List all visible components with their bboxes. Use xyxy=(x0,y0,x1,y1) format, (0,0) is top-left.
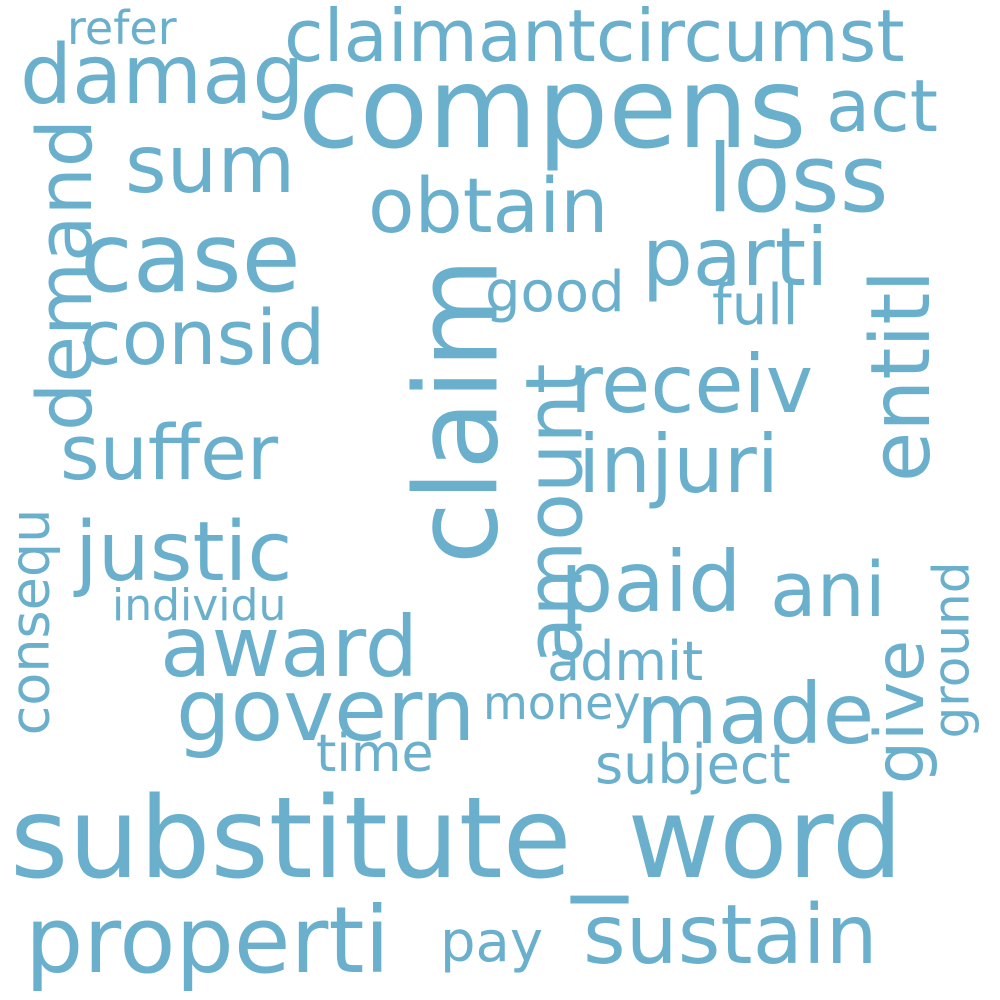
word-subject: subject xyxy=(595,733,791,796)
word-properti: properti xyxy=(25,887,390,994)
word-demand: demand xyxy=(20,118,110,432)
word-justic: justic xyxy=(75,505,293,600)
word-individu: individu xyxy=(112,580,287,631)
word-govern: govern xyxy=(176,661,476,761)
word-parti: parti xyxy=(642,211,829,304)
word-give: give xyxy=(861,639,941,785)
word-ani: ani xyxy=(770,545,886,634)
word-act: act xyxy=(826,64,938,148)
word-full: full xyxy=(712,273,799,338)
word-sustain: sustain xyxy=(583,888,878,983)
word-case: case xyxy=(80,202,301,314)
word-consid: consid xyxy=(80,293,326,382)
word-good: good xyxy=(485,260,625,325)
word-obtain: obtain xyxy=(368,161,609,250)
word-claimantcircumst: claimantcircumst xyxy=(284,0,905,78)
word-damag: damag xyxy=(20,28,305,123)
word-compens: compens xyxy=(298,44,807,174)
word-made: made xyxy=(636,665,875,763)
word-award: award xyxy=(160,598,419,696)
word-pay: pay xyxy=(440,910,544,975)
word-substitute-word: substitute_word xyxy=(10,774,903,904)
word-paid: paid xyxy=(560,533,742,631)
word-admit: admit xyxy=(547,630,704,693)
word-entitl: entitl xyxy=(854,269,950,483)
word-receiv: receiv xyxy=(570,338,814,431)
word-refer: refer xyxy=(67,1,177,55)
word-time: time xyxy=(316,724,434,784)
word-sum: sum xyxy=(125,118,296,211)
word-money: money xyxy=(483,676,641,730)
word-consequ: consequ xyxy=(0,508,62,736)
word-suffer: suffer xyxy=(60,408,279,497)
word-claim: claim xyxy=(390,257,524,565)
word-injuri: injuri xyxy=(578,418,779,511)
word-loss: loss xyxy=(707,125,889,234)
